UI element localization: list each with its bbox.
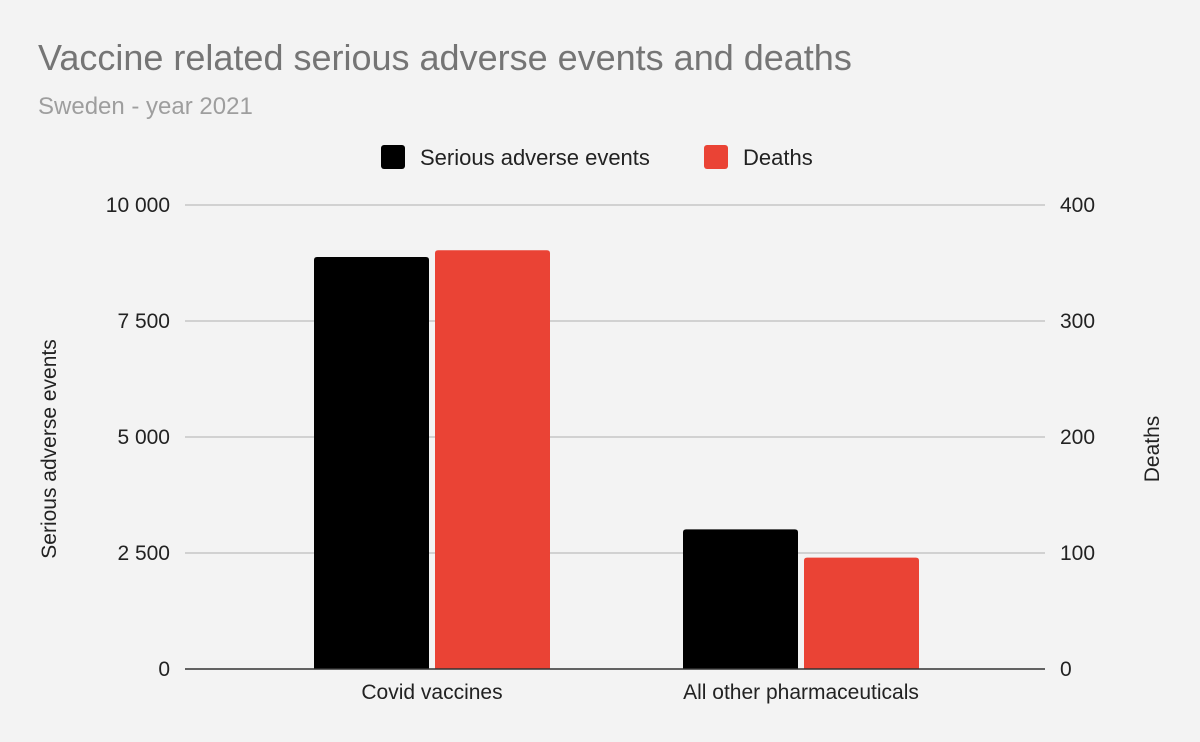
left-tick-label: 7 500 — [117, 310, 170, 333]
chart-subtitle: Sweden - year 2021 — [38, 93, 253, 120]
chart-title: Vaccine related serious adverse events a… — [38, 37, 852, 78]
right-tick-label: 300 — [1060, 310, 1095, 333]
right-axis-label: Deaths — [1141, 416, 1164, 483]
right-tick-label: 100 — [1060, 542, 1095, 565]
right-tick-label: 200 — [1060, 426, 1095, 449]
bar-serious-adverse-events-covid-vaccines — [314, 256, 429, 669]
right-tick-label: 0 — [1060, 658, 1072, 681]
left-tick-label: 2 500 — [117, 542, 170, 565]
category-label-covid-vaccines: Covid vaccines — [361, 681, 502, 704]
bar-deaths-all-other-pharmaceuticals — [804, 557, 919, 669]
bar-serious-adverse-events-all-other-pharmaceuticals — [683, 529, 798, 669]
bars — [314, 250, 919, 670]
legend-label-deaths: Deaths — [743, 145, 813, 170]
right-axis-ticks: 0 100 200 300 400 — [1060, 194, 1095, 681]
legend-swatch-deaths — [704, 145, 728, 169]
left-tick-label: 10 000 — [106, 194, 170, 217]
category-label-all-other-pharmaceuticals: All other pharmaceuticals — [683, 681, 919, 704]
left-axis-ticks: 0 2 500 5 000 7 500 10 000 — [106, 194, 170, 681]
left-axis-label: Serious adverse events — [38, 339, 61, 558]
bar-deaths-covid-vaccines — [435, 250, 550, 670]
legend: Serious adverse events Deaths — [381, 145, 813, 170]
left-tick-label: 0 — [158, 658, 170, 681]
right-tick-label: 400 — [1060, 194, 1095, 217]
left-tick-label: 5 000 — [117, 426, 170, 449]
legend-swatch-serious-adverse-events — [381, 145, 405, 169]
legend-label-serious-adverse-events: Serious adverse events — [420, 145, 650, 170]
